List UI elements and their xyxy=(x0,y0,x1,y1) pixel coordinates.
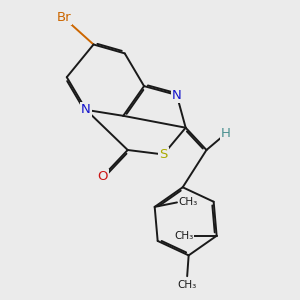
Text: CH₃: CH₃ xyxy=(174,231,194,241)
Text: CH₃: CH₃ xyxy=(178,280,197,290)
Text: N: N xyxy=(172,88,182,101)
Text: S: S xyxy=(159,148,168,161)
Text: CH₃: CH₃ xyxy=(178,197,198,207)
Text: H: H xyxy=(221,127,231,140)
Text: O: O xyxy=(97,170,108,183)
Text: Br: Br xyxy=(56,11,71,24)
Text: N: N xyxy=(81,103,91,116)
